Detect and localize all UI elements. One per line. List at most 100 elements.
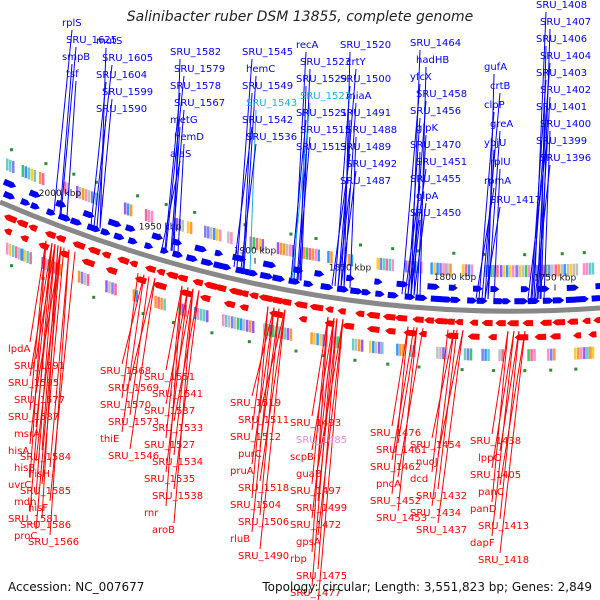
cog-category-block: [481, 348, 484, 361]
reverse-gene-arrow: [514, 334, 529, 341]
gene-callout-line: [259, 309, 286, 414]
reverse-gene-arrow: [522, 320, 534, 327]
gene-callout-line: [249, 109, 257, 271]
rna-feature-mark: [289, 232, 293, 236]
cog-category-block: [547, 348, 550, 361]
reverse-gene-arrow: [394, 314, 408, 322]
forward-gene-label: SRU_1523: [300, 57, 351, 68]
gene-callout-line: [29, 240, 47, 479]
reverse-gene-arrow: [105, 266, 118, 276]
cog-category-block: [313, 332, 316, 345]
gene-callout-line: [177, 143, 185, 253]
cog-category-block: [91, 191, 94, 204]
reverse-gene-arrow: [382, 313, 396, 321]
forward-gene-label: SRU_1451: [416, 157, 467, 168]
gene-callout-line: [161, 160, 181, 249]
reverse-gene-label: SRU_1537: [144, 406, 195, 417]
gene-callout-line: [407, 168, 427, 295]
forward-gene-arrow: [349, 287, 363, 295]
forward-gene-arrow: [467, 297, 478, 304]
cog-category-block: [248, 320, 252, 333]
reverse-gene-label: SRU_1569: [108, 383, 159, 394]
gene-callout-line: [337, 187, 351, 287]
reverse-gene-arrow: [134, 276, 148, 285]
cog-category-block: [501, 349, 504, 362]
rna-feature-mark: [10, 264, 13, 268]
cog-category-block: [467, 264, 471, 277]
cog-category-block: [123, 202, 127, 215]
cog-category-block: [6, 158, 9, 171]
gene-callout-line: [431, 329, 455, 507]
reverse-gene-arrow: [423, 317, 435, 324]
cog-category-block: [554, 264, 557, 277]
reverse-gene-label: SRU_1519: [230, 398, 281, 409]
rna-feature-mark: [44, 162, 48, 166]
cog-category-block: [9, 243, 12, 256]
cog-category-block: [445, 347, 448, 360]
cog-category-block: [225, 314, 228, 327]
cog-category-block: [279, 242, 283, 255]
forward-gene-label: SRU_1487: [340, 176, 391, 187]
cog-category-block: [261, 239, 265, 252]
gene-callout-line: [35, 244, 56, 496]
forward-gene-arrow: [404, 293, 416, 300]
reverse-gene-arrow: [153, 281, 168, 291]
gene-callout-line: [49, 249, 70, 536]
forward-gene-arrow: [214, 249, 224, 257]
reverse-gene-arrow: [28, 224, 38, 232]
gene-callout-line: [391, 327, 415, 461]
cog-category-block: [469, 348, 473, 361]
rna-feature-mark: [523, 253, 527, 257]
forward-gene-label: SRU_1492: [346, 159, 397, 170]
forward-gene-label: SRU_1536: [246, 132, 297, 143]
forward-gene-arrow: [476, 297, 488, 304]
gene-callout-line: [251, 306, 269, 431]
gene-callout-line: [413, 151, 421, 296]
reverse-gene-arrow: [81, 258, 96, 268]
gene-callout-line: [49, 249, 70, 468]
gene-callout-line: [29, 240, 47, 343]
gene-callout-line: [251, 307, 275, 465]
gene-callout-line: [397, 327, 418, 512]
reverse-gene-arrow: [269, 310, 284, 319]
gene-callout-line: [404, 185, 421, 295]
reverse-gene-label: panD: [470, 504, 497, 515]
reverse-gene-arrow: [72, 241, 86, 251]
reverse-gene-label: SRU_1413: [478, 521, 529, 532]
forward-gene-arrow: [57, 212, 71, 222]
reverse-gene-label: SRU_1499: [296, 503, 347, 514]
reverse-gene-arrow: [403, 329, 417, 337]
cog-category-block: [251, 321, 255, 334]
gene-callout-line: [165, 75, 185, 250]
cog-category-block: [210, 227, 213, 240]
reverse-gene-label: nuoJ: [416, 457, 438, 468]
cog-category-block: [12, 245, 15, 258]
cog-category-block: [157, 296, 160, 309]
gene-callout-line: [491, 331, 515, 469]
gene-callout-line: [343, 102, 357, 288]
forward-gene-label: SRU_1404: [540, 51, 591, 62]
cog-category-block: [378, 341, 381, 354]
rna-feature-mark: [10, 148, 13, 152]
gene-callout-line: [41, 247, 65, 485]
cog-category-block: [230, 232, 233, 245]
forward-gene-arrow: [159, 246, 169, 254]
reverse-gene-arrow: [192, 278, 204, 287]
rna-feature-mark: [386, 362, 390, 366]
forward-gene-arrow: [514, 298, 529, 305]
reverse-gene-arrow: [445, 332, 459, 340]
gene-callout-line: [41, 245, 59, 451]
gene-callout-line: [41, 245, 59, 519]
forward-gene-label: rplU: [490, 157, 511, 168]
forward-gene-arrow: [82, 209, 95, 219]
reverse-gene-label: SRU_1434: [410, 508, 461, 519]
gene-callout-line: [121, 274, 145, 433]
gene-callout-line: [290, 119, 307, 279]
gene-callout-line: [349, 136, 357, 289]
reverse-gene-label: SRU_1577: [14, 395, 65, 406]
gene-callout-line: [317, 318, 338, 570]
reverse-gene-arrow: [534, 333, 547, 340]
cog-category-block: [276, 242, 280, 255]
cog-category-block: [530, 349, 533, 362]
